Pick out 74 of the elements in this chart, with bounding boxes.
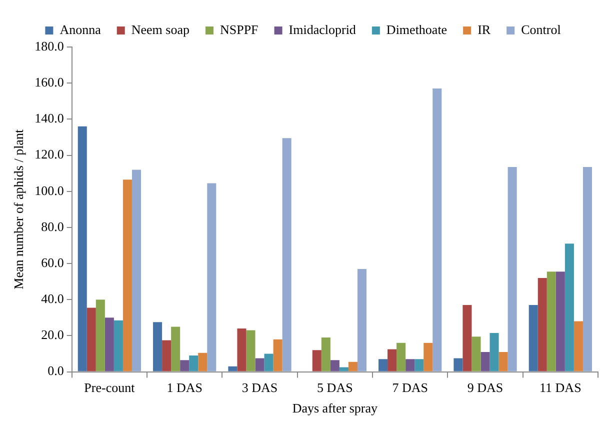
- bar: [414, 359, 424, 372]
- bar: [462, 305, 472, 372]
- bar: [246, 330, 256, 372]
- y-axis-title: Mean number of aphids / plant: [11, 129, 26, 290]
- bar: [357, 268, 366, 372]
- x-axis-title: Days after spray: [292, 400, 378, 416]
- bar: [508, 166, 517, 372]
- bar: [472, 336, 481, 372]
- bar: [78, 126, 87, 372]
- bar: [228, 366, 238, 372]
- y-tick-label: 40.0: [41, 291, 64, 306]
- y-tick-label: 0.0: [48, 363, 64, 378]
- bar: [454, 358, 463, 372]
- bar: [424, 342, 433, 372]
- legend-label: NSPPF: [220, 22, 258, 37]
- y-tick-label: 20.0: [41, 327, 64, 342]
- bar: [104, 318, 114, 372]
- x-tick-label: 5 DAS: [317, 380, 353, 396]
- bar: [388, 349, 397, 372]
- x-tick-label: 1 DAS: [166, 380, 202, 396]
- bar: [132, 170, 141, 372]
- x-tick-label: Pre-count: [84, 380, 136, 396]
- bar: [396, 342, 406, 372]
- bar: [171, 326, 180, 372]
- legend-label: Anonna: [60, 22, 102, 37]
- bar: [564, 244, 574, 372]
- bar: [546, 272, 556, 372]
- legend-label: Dimethoate: [386, 22, 448, 37]
- y-tick-label: 160.0: [34, 74, 64, 90]
- y-tick-label: 100.0: [34, 182, 64, 198]
- x-tick-label: 11 DAS: [540, 380, 582, 396]
- legend-label: Imidacloprid: [288, 22, 356, 37]
- bar: [406, 359, 415, 372]
- bar: [498, 352, 508, 372]
- bar: [273, 339, 282, 372]
- bar: [255, 358, 264, 372]
- bar: [348, 362, 358, 372]
- x-tick-label: 9 DAS: [467, 380, 504, 396]
- y-tick-label: 180.0: [34, 38, 64, 54]
- bar: [480, 352, 490, 372]
- x-tick-label: 7 DAS: [392, 380, 428, 396]
- bar: [189, 356, 198, 372]
- bar: [556, 272, 565, 372]
- bar: [162, 340, 172, 372]
- bar: [321, 338, 330, 372]
- bar: [490, 333, 499, 372]
- y-tick-label: 60.0: [41, 254, 64, 270]
- bar: [153, 322, 162, 372]
- x-tick-label: 3 DAS: [242, 380, 278, 396]
- bar: [114, 320, 123, 372]
- legend-label: Neem soap: [131, 22, 190, 37]
- bar: [582, 166, 592, 372]
- bar: [180, 360, 190, 372]
- bar: [378, 359, 388, 372]
- bar: [198, 352, 208, 372]
- bar: [96, 300, 105, 372]
- bar: [207, 183, 216, 372]
- bar: [237, 328, 246, 372]
- bar: [264, 354, 274, 372]
- bar: [339, 367, 348, 372]
- bar: [86, 308, 96, 372]
- legend-label: IR: [478, 22, 491, 37]
- bar: [574, 321, 583, 372]
- bar: [538, 278, 547, 372]
- bar: [432, 88, 442, 372]
- bar: [122, 180, 132, 372]
- bar: [528, 305, 538, 372]
- bar: [312, 350, 322, 372]
- y-tick-label: 80.0: [41, 218, 64, 234]
- y-tick-label: 140.0: [34, 110, 64, 126]
- bar: [330, 360, 340, 372]
- legend-label: Control: [521, 22, 562, 37]
- bar: [282, 138, 292, 372]
- y-tick-label: 120.0: [34, 146, 64, 162]
